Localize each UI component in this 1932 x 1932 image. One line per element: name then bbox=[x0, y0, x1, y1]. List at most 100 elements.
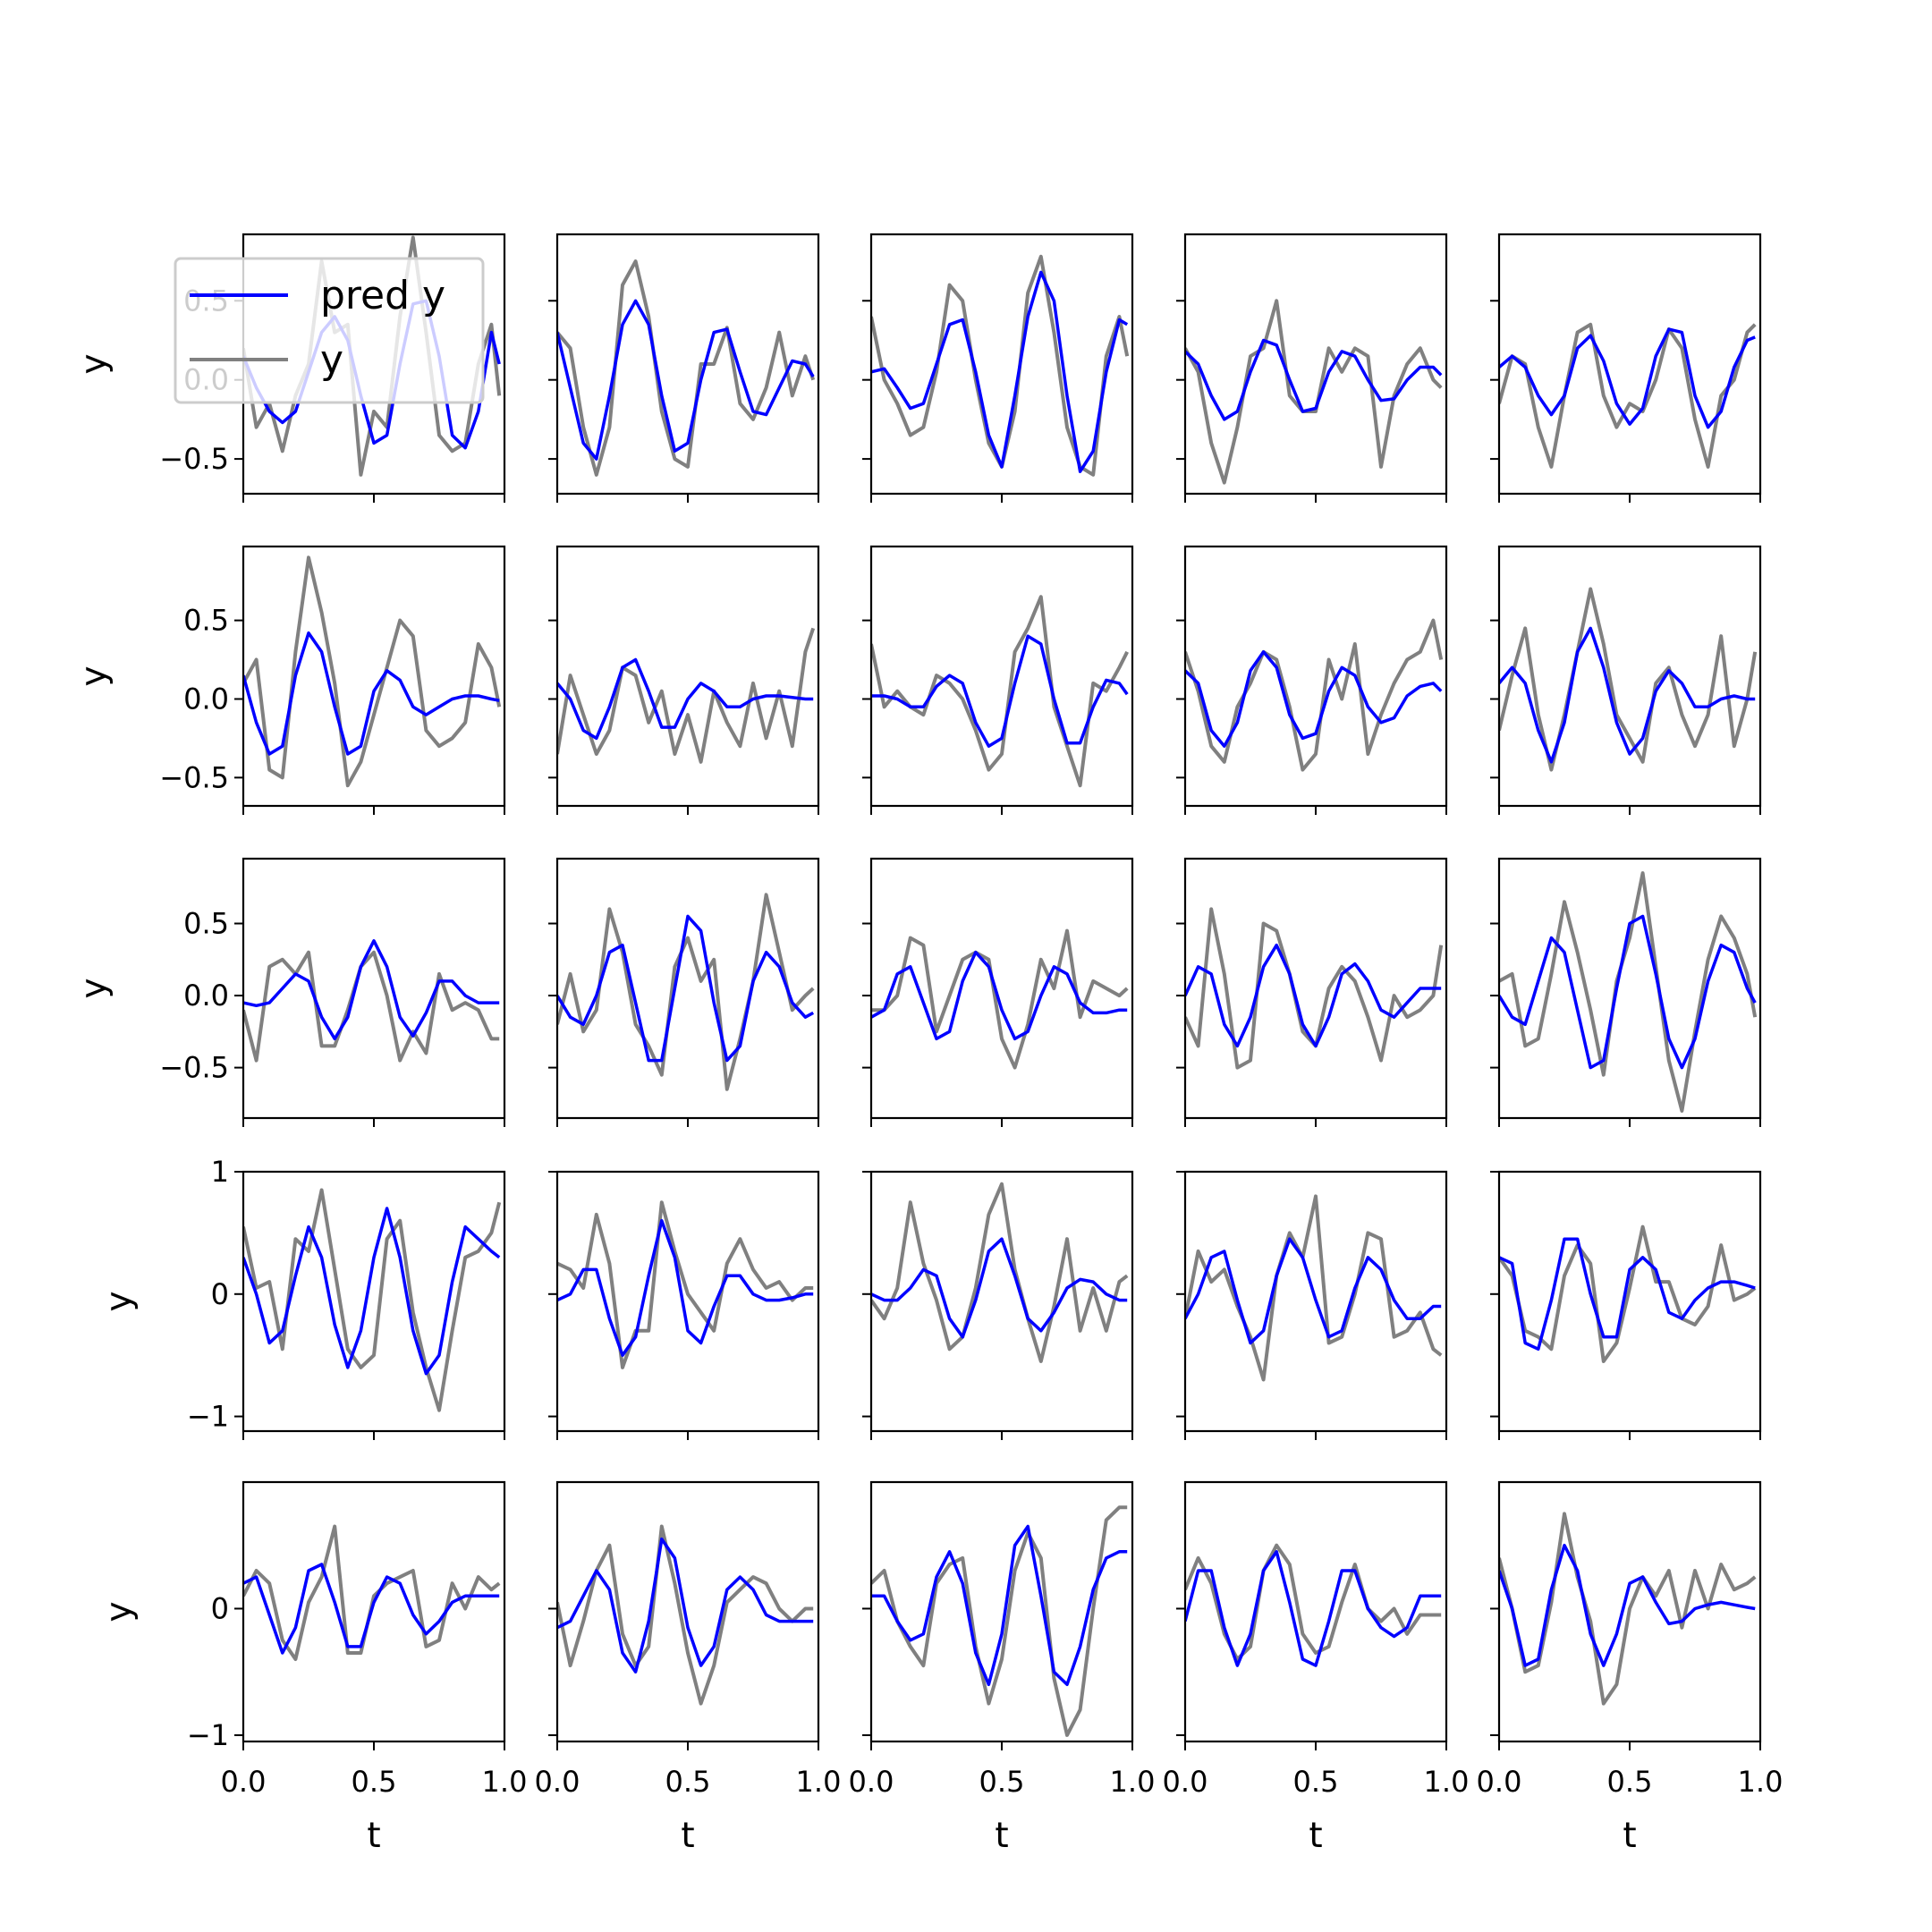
subplot-r4-c2: 0.0 0.5 1.0 t bbox=[849, 1480, 1155, 1856]
series-line-y bbox=[1185, 299, 1443, 485]
y-axis-label: y bbox=[74, 353, 114, 374]
series-line-pred-y bbox=[243, 939, 500, 1041]
y-tick-label: 0.5 bbox=[183, 907, 229, 941]
series-line-y bbox=[1499, 587, 1758, 772]
series-line-pred-y bbox=[1499, 1543, 1756, 1667]
series-line-pred-y bbox=[1185, 338, 1443, 421]
x-axis-label: t bbox=[1309, 1816, 1322, 1856]
series-line-pred-y bbox=[557, 1218, 814, 1357]
series-line-pred-y bbox=[871, 270, 1129, 473]
y-tick-label: −1 bbox=[187, 1718, 229, 1752]
subplot-r4-c3: 0.0 0.5 1.0 t bbox=[1163, 1480, 1470, 1856]
subplot-r1-c0: −0.5 0.0 0.5 y bbox=[74, 545, 506, 815]
y-tick-label: −1 bbox=[187, 1400, 229, 1434]
series-line-y bbox=[557, 259, 816, 477]
subplot-r3-c4 bbox=[1490, 1170, 1762, 1440]
series-line-pred-y bbox=[243, 631, 500, 756]
subplot-r3-c0: −1 0 1 y bbox=[99, 1155, 506, 1440]
subplot-r1-c4 bbox=[1490, 545, 1762, 815]
y-tick-label: −0.5 bbox=[159, 1051, 229, 1085]
y-tick-label: 0.5 bbox=[183, 604, 229, 638]
subplot-r2-c4 bbox=[1490, 857, 1762, 1127]
y-axis-label: y bbox=[99, 1291, 140, 1311]
x-tick-label: 0.5 bbox=[1293, 1765, 1339, 1799]
series-line-pred-y bbox=[1185, 1237, 1442, 1345]
subplot-r0-c3 bbox=[1176, 233, 1448, 503]
series-line-pred-y bbox=[1499, 914, 1757, 1070]
subplot-r1-c1 bbox=[548, 545, 820, 815]
y-axis-label: y bbox=[74, 978, 114, 998]
series-line-y bbox=[871, 1182, 1129, 1363]
series-line-pred-y bbox=[1499, 1237, 1756, 1352]
x-tick-label: 0.0 bbox=[535, 1765, 580, 1799]
x-tick-label: 0.5 bbox=[665, 1765, 711, 1799]
subplot-r0-c2 bbox=[862, 233, 1134, 503]
series-line-pred-y bbox=[1185, 650, 1443, 748]
series-line-y bbox=[1185, 618, 1444, 772]
series-line-pred-y bbox=[1499, 626, 1756, 764]
x-tick-label: 1.0 bbox=[1424, 1765, 1470, 1799]
series-line-pred-y bbox=[1185, 943, 1442, 1048]
subplot-r2-c3 bbox=[1176, 857, 1448, 1127]
series-line-y bbox=[871, 928, 1129, 1070]
series-line-pred-y bbox=[871, 1524, 1128, 1687]
series-line-pred-y bbox=[557, 1537, 814, 1674]
subplot-r4-c1: 0.0 0.5 1.0 t bbox=[535, 1480, 842, 1856]
y-axis-label: y bbox=[74, 665, 114, 686]
subplot-r2-c1 bbox=[548, 857, 820, 1127]
x-tick-label: 0.0 bbox=[1477, 1765, 1522, 1799]
series-line-y bbox=[1499, 322, 1757, 469]
series-line-pred-y bbox=[243, 1207, 501, 1376]
y-axis-label: y bbox=[99, 1601, 140, 1622]
series-line-y bbox=[1499, 1224, 1757, 1363]
legend: pred y y bbox=[174, 257, 485, 404]
subplot-r0-c1 bbox=[548, 233, 820, 503]
x-tick-label: 0.0 bbox=[849, 1765, 894, 1799]
y-tick-label: −0.5 bbox=[159, 760, 229, 794]
y-tick-label: 1 bbox=[211, 1155, 229, 1189]
series-line-y bbox=[557, 1200, 814, 1369]
series-line-y bbox=[1185, 1194, 1443, 1382]
subplot-r1-c2 bbox=[862, 545, 1134, 815]
x-axis-label: t bbox=[995, 1816, 1008, 1856]
subplot-r3-c1 bbox=[548, 1170, 820, 1440]
x-axis-label: t bbox=[681, 1816, 694, 1856]
series-line-y bbox=[557, 1524, 814, 1706]
series-line-y bbox=[871, 1505, 1128, 1737]
x-axis-label: t bbox=[367, 1816, 380, 1856]
x-tick-label: 0.0 bbox=[221, 1765, 267, 1799]
series-line-pred-y bbox=[871, 950, 1128, 1041]
series-line-pred-y bbox=[1185, 1550, 1442, 1667]
subplot-grid: −0.50.00.5y−0.50.00.5y−0.50.00.5y−101y−1… bbox=[74, 233, 1784, 1856]
subplot-r1-c3 bbox=[1176, 545, 1448, 815]
x-tick-label: 0.5 bbox=[352, 1765, 397, 1799]
legend-label-y: y bbox=[320, 337, 343, 383]
series-line-y bbox=[243, 950, 500, 1063]
x-tick-label: 1.0 bbox=[796, 1765, 842, 1799]
series-line-pred-y bbox=[557, 657, 814, 741]
subplot-r4-c0: −1 0 0.0 0.5 1.0 y t bbox=[99, 1480, 527, 1856]
y-tick-label: 0 bbox=[211, 1277, 229, 1311]
subplot-r4-c4: 0.0 0.5 1.0 t bbox=[1477, 1480, 1784, 1856]
series-line-pred-y bbox=[871, 634, 1129, 748]
series-line-pred-y bbox=[557, 914, 815, 1063]
series-line-pred-y bbox=[557, 299, 815, 461]
x-axis-label: t bbox=[1623, 1816, 1636, 1856]
series-line-pred-y bbox=[243, 1563, 500, 1655]
subplot-r0-c4 bbox=[1490, 233, 1762, 503]
subplot-r2-c2 bbox=[862, 857, 1134, 1127]
series-line-y bbox=[1499, 871, 1758, 1113]
series-line-pred-y bbox=[871, 1237, 1128, 1339]
y-tick-label: 0.0 bbox=[183, 682, 229, 716]
y-tick-label: 0.0 bbox=[183, 979, 229, 1013]
y-tick-label: −0.5 bbox=[159, 442, 229, 476]
x-tick-label: 0.5 bbox=[1607, 1765, 1653, 1799]
legend-label-pred-y: pred y bbox=[320, 273, 445, 318]
x-tick-label: 0.5 bbox=[979, 1765, 1025, 1799]
series-line-y bbox=[557, 627, 816, 764]
series-line-y bbox=[243, 555, 502, 788]
y-tick-label: 0 bbox=[211, 1591, 229, 1625]
subplot-r3-c3 bbox=[1176, 1170, 1448, 1440]
x-tick-label: 1.0 bbox=[1738, 1765, 1784, 1799]
